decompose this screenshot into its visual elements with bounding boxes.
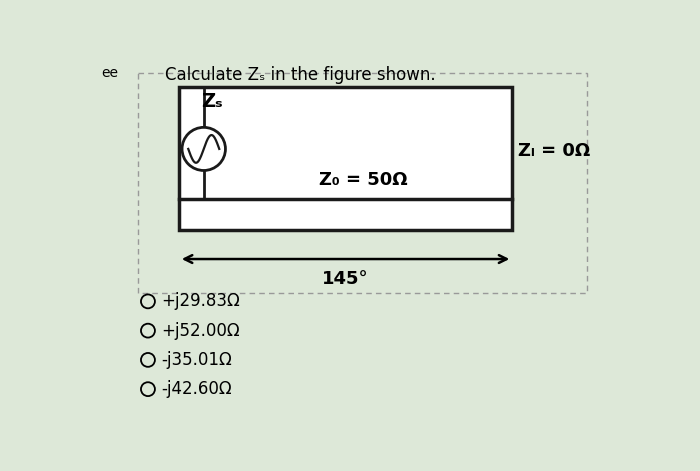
- Text: +j52.00Ω: +j52.00Ω: [161, 322, 239, 340]
- Text: ee: ee: [102, 66, 118, 80]
- Circle shape: [141, 324, 155, 338]
- Circle shape: [141, 353, 155, 367]
- Bar: [138, 73, 587, 293]
- Bar: [179, 87, 512, 230]
- Circle shape: [141, 382, 155, 396]
- Circle shape: [182, 127, 225, 171]
- Text: Calculate Zₛ in the figure shown.: Calculate Zₛ in the figure shown.: [165, 66, 435, 84]
- Text: Z₀ = 50Ω: Z₀ = 50Ω: [319, 171, 407, 189]
- Circle shape: [141, 294, 155, 309]
- Text: Zₛ: Zₛ: [201, 92, 222, 111]
- Text: +j29.83Ω: +j29.83Ω: [161, 292, 240, 310]
- Text: Zₗ = 0Ω: Zₗ = 0Ω: [519, 142, 591, 161]
- Text: 145°: 145°: [322, 270, 369, 288]
- Text: -j35.01Ω: -j35.01Ω: [161, 351, 232, 369]
- Text: -j42.60Ω: -j42.60Ω: [161, 380, 232, 398]
